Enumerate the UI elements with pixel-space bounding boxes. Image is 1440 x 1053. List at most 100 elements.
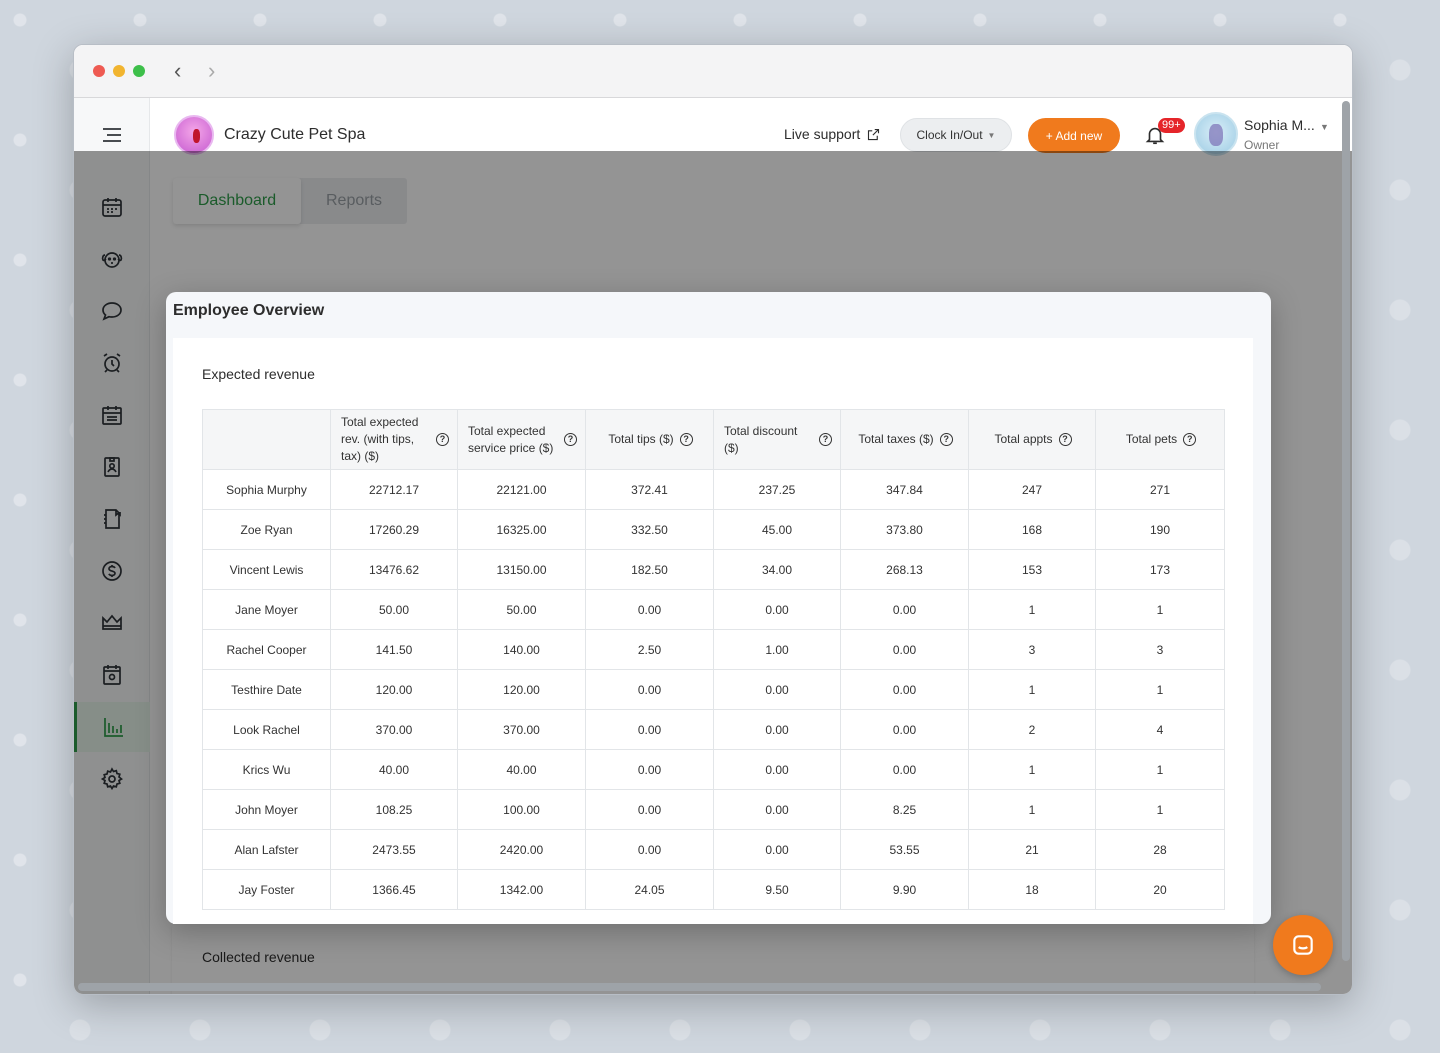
brand[interactable]: Crazy Cute Pet Spa — [174, 115, 365, 155]
table-row: Vincent Lewis 13476.62 13150.00 182.50 34.00… — [202, 549, 1225, 590]
bell-icon[interactable] — [1144, 124, 1166, 151]
column-header-expected-service-price: Total expected service price ($)? — [457, 409, 586, 470]
calendar-icon[interactable] — [74, 182, 150, 232]
help-icon[interactable]: ? — [819, 433, 832, 446]
table-cell: 332.50 — [585, 509, 714, 550]
clock-in-out-button[interactable]: Clock In/Out ▼ — [900, 118, 1012, 152]
table-cell: 0.00 — [585, 829, 714, 870]
table-cell: 373.80 — [840, 509, 969, 550]
notification-badge: 99+ — [1158, 118, 1185, 133]
chat-icon[interactable] — [74, 286, 150, 336]
employee-name-cell: Alan Lafster — [202, 829, 331, 870]
table-row: Look Rachel 370.00 370.00 0.00 0.00 0.00 2 4 — [202, 709, 1225, 750]
help-icon[interactable]: ? — [436, 433, 449, 446]
table-cell: 0.00 — [840, 669, 969, 710]
table-cell: 53.55 — [840, 829, 969, 870]
table-cell: 21 — [968, 829, 1096, 870]
table-cell: 45.00 — [713, 509, 841, 550]
user-role: Owner — [1244, 138, 1280, 152]
employee-name-cell: Jane Moyer — [202, 589, 331, 630]
settings-icon[interactable] — [74, 754, 150, 804]
table-cell: 247 — [968, 469, 1096, 510]
table-row: Jay Foster 1366.45 1342.00 24.05 9.50 9.90 18 2… — [202, 869, 1225, 910]
table-body: Sophia Murphy 22712.17 22121.00 372.41 237.2… — [202, 469, 1225, 910]
table-cell: 1 — [1095, 749, 1225, 790]
avatar[interactable] — [1194, 112, 1238, 156]
table-cell: 28 — [1095, 829, 1225, 870]
table-cell: 108.25 — [330, 789, 458, 830]
table-cell: 0.00 — [840, 629, 969, 670]
minimize-window-button[interactable] — [113, 65, 125, 77]
table-cell: 17260.29 — [330, 509, 458, 550]
close-window-button[interactable] — [93, 65, 105, 77]
column-header-name — [202, 409, 331, 470]
vertical-scrollbar[interactable] — [1342, 101, 1350, 961]
table-cell: 0.00 — [713, 669, 841, 710]
table-cell: 24.05 — [585, 869, 714, 910]
table-cell: 2.50 — [585, 629, 714, 670]
table-cell: 0.00 — [585, 709, 714, 750]
table-cell: 370.00 — [457, 709, 586, 750]
add-new-button[interactable]: + Add new — [1028, 118, 1120, 153]
help-icon[interactable]: ? — [1058, 433, 1072, 446]
table-cell: 2473.55 — [330, 829, 458, 870]
table-cell: 1 — [1095, 589, 1225, 630]
chevron-down-icon[interactable]: ▼ — [1320, 122, 1329, 132]
table-cell: 2 — [968, 709, 1096, 750]
table-cell: 173 — [1095, 549, 1225, 590]
table-cell: 0.00 — [840, 749, 969, 790]
crown-icon[interactable] — [74, 598, 150, 648]
back-arrow-icon[interactable]: ‹ — [174, 58, 182, 83]
table-header-row: Total expected rev. (with tips, tax) ($)… — [202, 409, 1225, 470]
maximize-window-button[interactable] — [133, 65, 145, 77]
table-cell: 370.00 — [330, 709, 458, 750]
pet-face-icon[interactable] — [74, 234, 150, 284]
table-cell: 40.00 — [457, 749, 586, 790]
table-cell: 0.00 — [713, 589, 841, 630]
table-cell: 1342.00 — [457, 869, 586, 910]
live-support-link[interactable]: Live support — [784, 126, 881, 142]
column-header-total-taxes: Total taxes ($)? — [840, 409, 969, 470]
menu-icon[interactable] — [74, 110, 150, 160]
support-chat-button[interactable] — [1273, 915, 1333, 975]
tab-dashboard[interactable]: Dashboard — [173, 178, 301, 224]
help-icon[interactable]: ? — [679, 433, 693, 446]
collected-revenue-card: Collected revenue — [172, 924, 1254, 994]
bar-chart-icon[interactable] — [74, 702, 150, 752]
external-link-icon — [868, 128, 880, 140]
notebook-icon[interactable] — [74, 494, 150, 544]
expected-revenue-table: Total expected rev. (with tips, tax) ($)… — [202, 409, 1225, 910]
forward-arrow-icon[interactable]: › — [208, 58, 216, 83]
schedule-icon[interactable] — [74, 390, 150, 440]
expected-revenue-card: Expected revenue Total expected rev. (wi… — [173, 338, 1253, 924]
employee-name-cell: Zoe Ryan — [202, 509, 331, 550]
appointment-icon[interactable] — [74, 650, 150, 700]
table-cell: 16325.00 — [457, 509, 586, 550]
dollar-icon[interactable] — [74, 546, 150, 596]
tab-reports[interactable]: Reports — [325, 192, 383, 209]
user-name[interactable]: Sophia M... — [1244, 117, 1315, 133]
employee-overview-modal: Employee Overview Expected revenue Total… — [166, 292, 1271, 924]
table-cell: 3 — [968, 629, 1096, 670]
help-icon[interactable]: ? — [1183, 433, 1197, 446]
window-titlebar: ‹ › — [74, 45, 1352, 98]
help-icon[interactable]: ? — [564, 433, 577, 446]
table-cell: 120.00 — [330, 669, 458, 710]
table-cell: 0.00 — [713, 749, 841, 790]
table-cell: 9.50 — [713, 869, 841, 910]
table-cell: 372.41 — [585, 469, 714, 510]
clock-in-out-label: Clock In/Out — [916, 128, 983, 142]
horizontal-scrollbar[interactable] — [78, 983, 1321, 991]
table-cell: 22121.00 — [457, 469, 586, 510]
column-header-total-pets: Total pets? — [1095, 409, 1225, 470]
contact-card-icon[interactable] — [74, 442, 150, 492]
help-icon[interactable]: ? — [939, 433, 953, 446]
table-cell: 168 — [968, 509, 1096, 550]
table-cell: 237.25 — [713, 469, 841, 510]
table-row: Zoe Ryan 17260.29 16325.00 332.50 45.00 373.8… — [202, 509, 1225, 550]
table-cell: 120.00 — [457, 669, 586, 710]
employee-name-cell: Sophia Murphy — [202, 469, 331, 510]
business-logo — [174, 115, 214, 155]
alarm-clock-icon[interactable] — [74, 338, 150, 388]
table-cell: 190 — [1095, 509, 1225, 550]
